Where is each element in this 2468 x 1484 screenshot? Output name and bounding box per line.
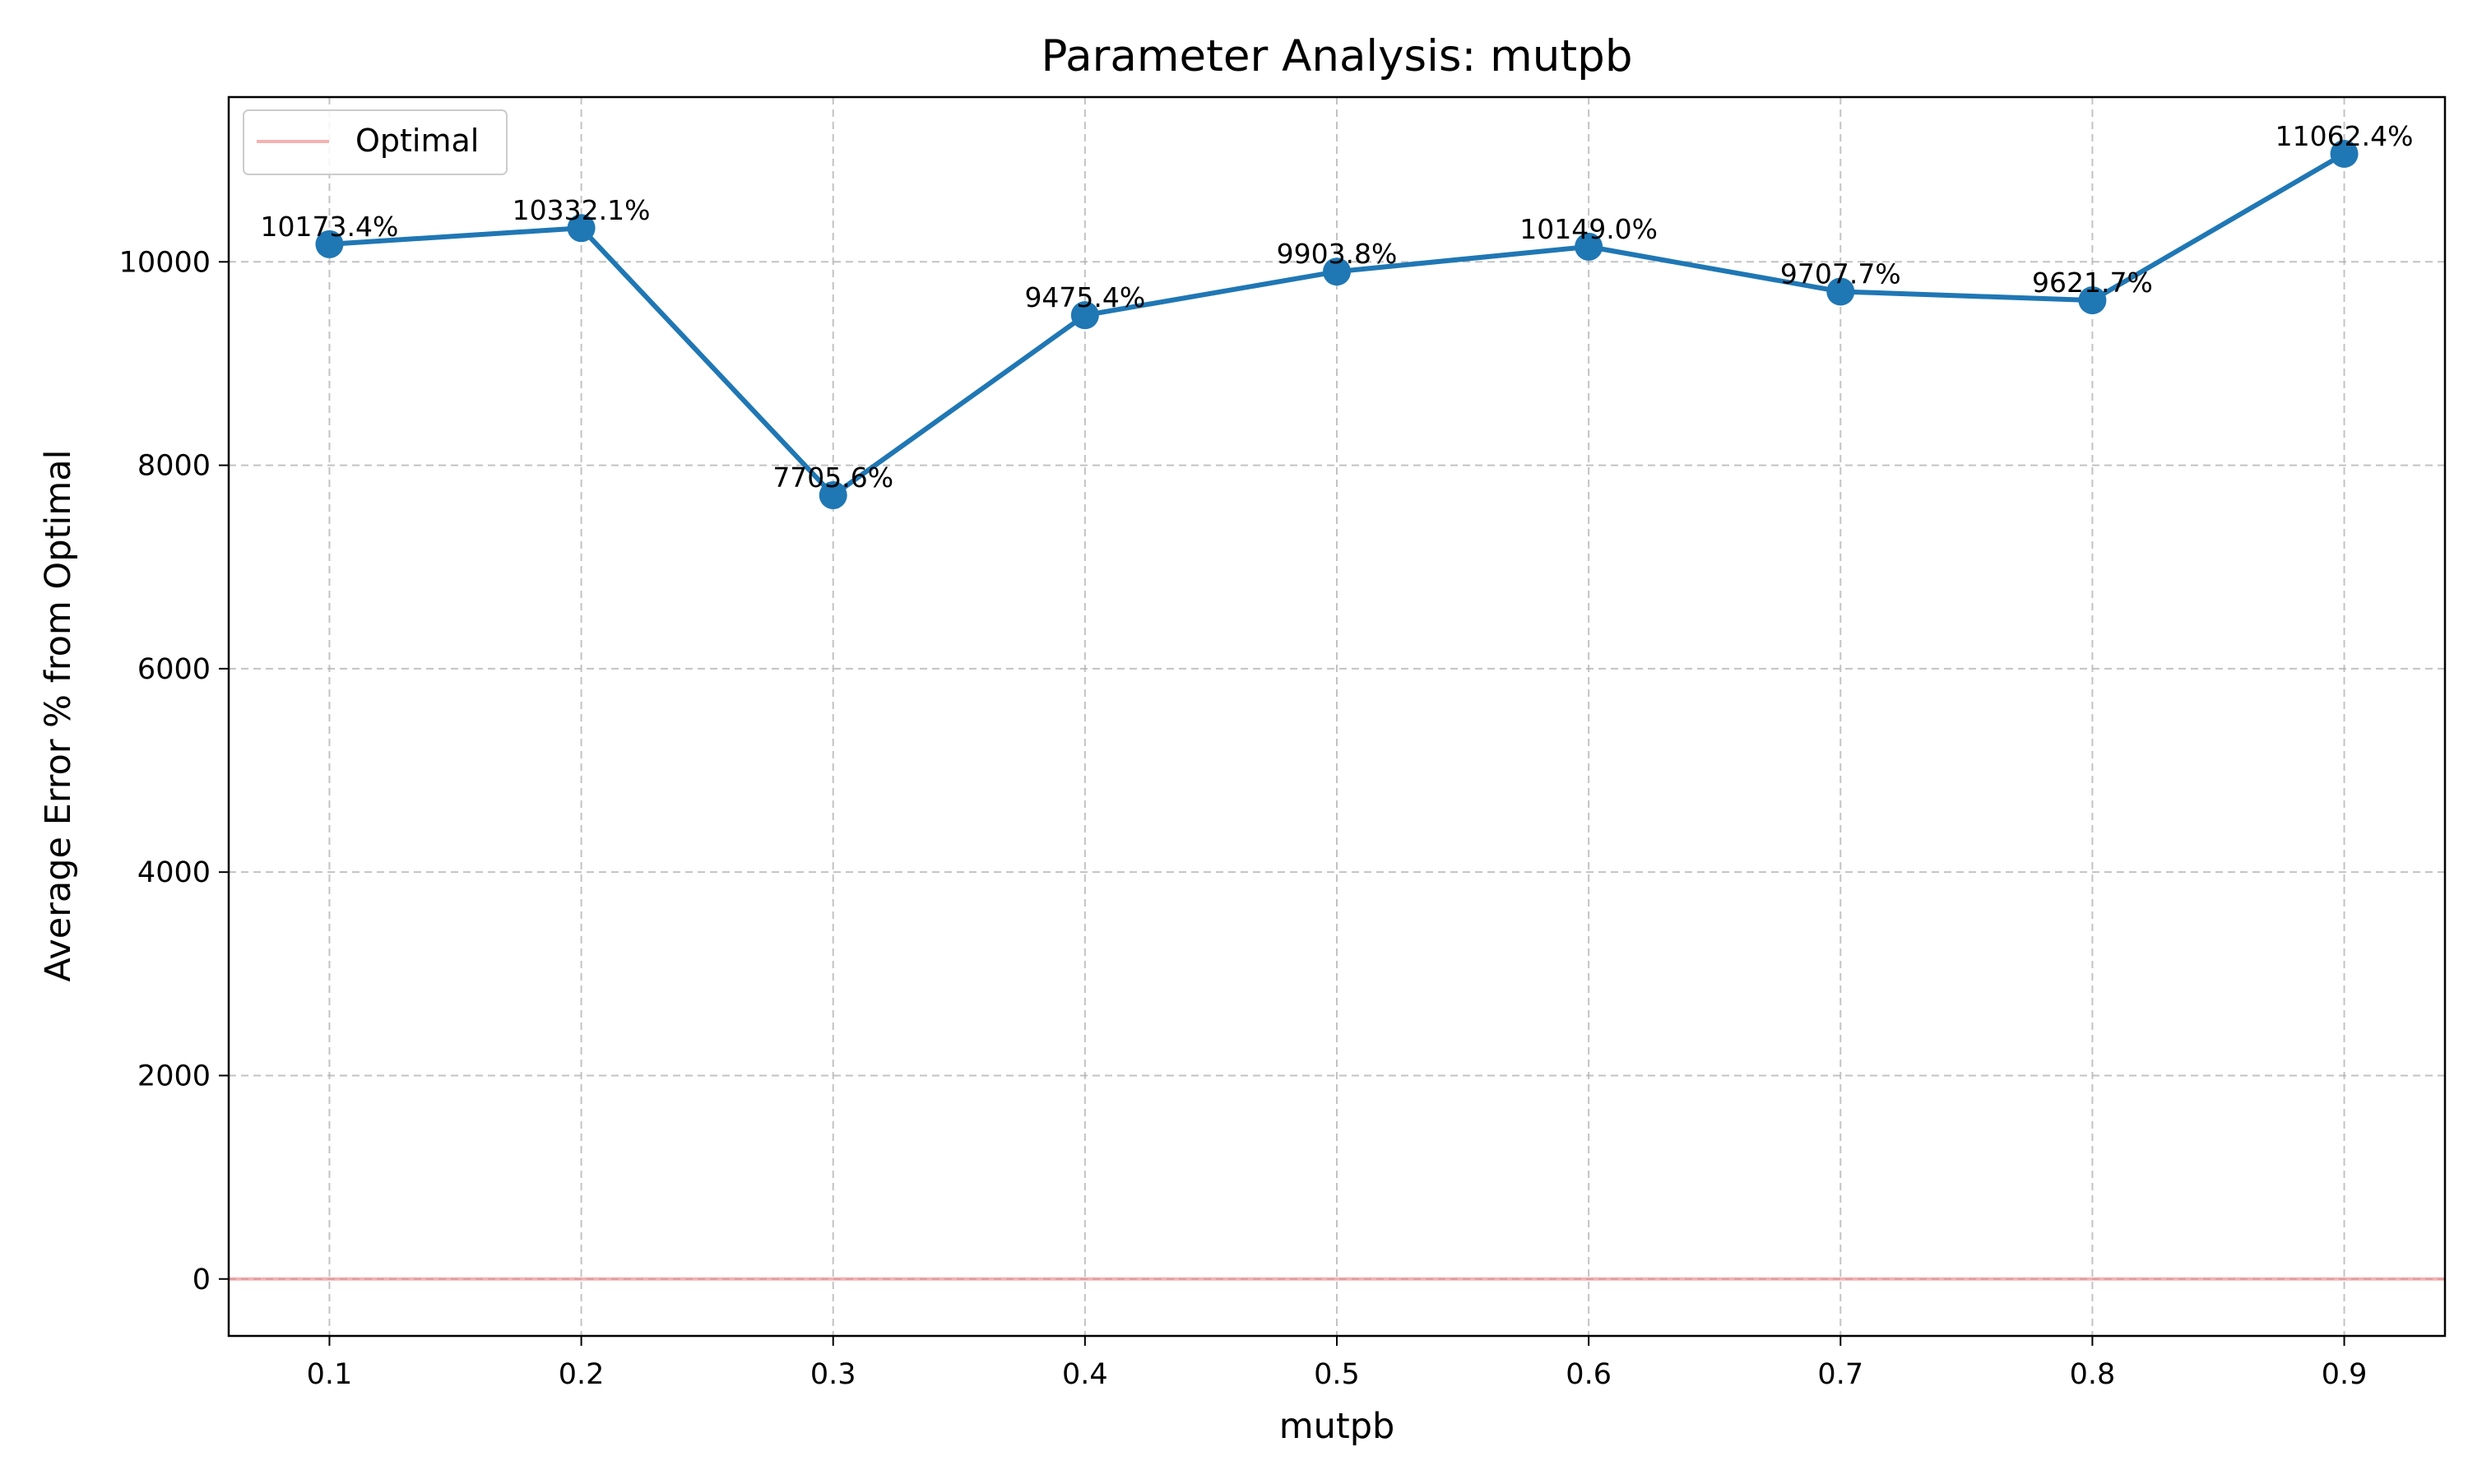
data-point: [1070, 301, 1099, 330]
data-label: 10173.4%: [261, 211, 399, 243]
data-label: 9903.8%: [1277, 238, 1398, 270]
y-axis-label: Average Error % from Optimal: [38, 449, 79, 981]
axes-frame: [227, 95, 2447, 1338]
x-tick-label: 0.9: [2322, 1358, 2368, 1391]
y-tick-label: 2000: [137, 1060, 211, 1092]
legend-label-optimal: Optimal: [355, 123, 479, 159]
data-label: 9621.7%: [2032, 267, 2153, 299]
data-label: 7705.6%: [772, 461, 893, 494]
x-tick-label: 0.3: [810, 1358, 856, 1391]
y-tick-label: 8000: [137, 450, 211, 483]
data-label: 10332.1%: [513, 194, 651, 226]
y-tick-label: 10000: [119, 246, 211, 279]
x-tick-label: 0.8: [2070, 1358, 2116, 1391]
data-point: [315, 230, 344, 258]
data-label-layer: 10173.4% 10332.1% 7705.6% 9475.4% 9903.8% 101…: [261, 120, 2414, 494]
y-tick-label: 4000: [137, 856, 211, 889]
x-tick-label: 0.6: [1566, 1358, 1612, 1391]
data-point: [2330, 139, 2359, 168]
data-point: [2078, 286, 2107, 315]
legend: Optimal: [243, 109, 508, 175]
x-tick-label: 0.2: [559, 1358, 605, 1391]
grid-layer: [229, 97, 2445, 1336]
x-tick-label: 0.5: [1314, 1358, 1360, 1391]
data-label: 10149.0%: [1519, 213, 1658, 245]
data-point: [1826, 277, 1855, 306]
chart-title: Parameter Analysis: mutpb: [1041, 31, 1633, 81]
data-point: [819, 480, 847, 509]
data-point: [567, 214, 596, 243]
data-point: [1323, 257, 1351, 286]
data-label: 9707.7%: [1780, 257, 1901, 290]
data-point: [1575, 232, 1603, 261]
x-tick-label: 0.4: [1062, 1358, 1108, 1391]
legend-box: [243, 109, 508, 175]
data-label: 11062.4%: [2275, 120, 2414, 152]
series-layer: [315, 139, 2359, 509]
x-tick-label: 0.7: [1817, 1358, 1863, 1391]
axes-layer: 0.1 0.2 0.3 0.4 0.5 0.6 0.7 0.8 0.9 0 2000 4000 6000…: [119, 95, 2447, 1391]
data-label: 9475.4%: [1024, 281, 1145, 313]
y-tick-label: 6000: [137, 653, 211, 686]
x-axis-label: mutpb: [1279, 1406, 1395, 1447]
y-tick-label: 0: [193, 1264, 211, 1296]
x-tick-label: 0.1: [307, 1358, 353, 1391]
